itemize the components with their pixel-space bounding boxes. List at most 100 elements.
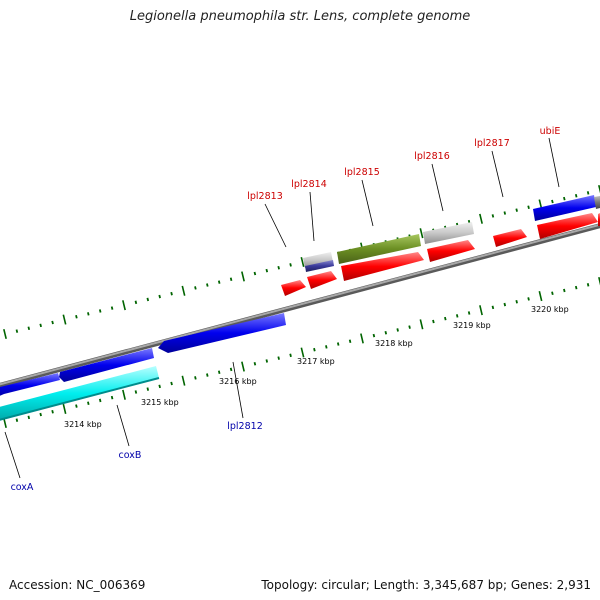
genome-backbone-highlight xyxy=(0,223,600,386)
minor-tick xyxy=(574,193,578,198)
major-tick xyxy=(419,228,424,239)
scale-label: 3215 kbp xyxy=(141,398,179,407)
gene-arrow-forward[interactable] xyxy=(341,252,424,281)
gene-label[interactable]: lpl2812 xyxy=(227,421,263,432)
minor-tick xyxy=(194,376,197,380)
gene-label[interactable]: lpl2816 xyxy=(414,151,450,162)
minor-tick xyxy=(491,305,495,310)
minor-tick xyxy=(444,316,447,321)
accession-text: Accession: NC_006369 xyxy=(9,578,146,592)
gene-feature-dark[interactable] xyxy=(594,196,600,209)
minor-tick xyxy=(265,268,269,273)
gene-feature-grey[interactable] xyxy=(303,252,333,268)
minor-tick xyxy=(98,309,102,313)
label-connector xyxy=(491,150,504,198)
minor-tick xyxy=(515,208,518,212)
minor-tick xyxy=(313,347,316,352)
major-tick xyxy=(241,361,245,372)
minor-tick xyxy=(15,329,19,333)
minor-tick xyxy=(217,280,221,284)
genome-summary-text: Topology: circular; Length: 3,345,687 bp… xyxy=(261,578,591,592)
scale-label: 3218 kbp xyxy=(375,339,413,348)
major-tick xyxy=(360,333,364,344)
minor-tick xyxy=(455,314,459,318)
major-tick xyxy=(479,213,483,224)
minor-tick xyxy=(277,265,280,270)
minor-tick xyxy=(75,314,78,319)
major-tick xyxy=(598,276,600,286)
gene-feature-olive[interactable] xyxy=(337,234,421,264)
minor-tick xyxy=(551,199,554,204)
gene-feature-grey[interactable] xyxy=(423,222,474,244)
minor-tick xyxy=(432,319,435,324)
minor-tick xyxy=(253,271,257,276)
major-tick xyxy=(598,184,600,194)
major-tick xyxy=(3,417,7,429)
gene-arrow-reverse[interactable] xyxy=(0,373,60,398)
minor-tick xyxy=(134,300,138,305)
major-tick xyxy=(300,347,305,358)
gene-label[interactable]: lpl2815 xyxy=(344,167,380,178)
minor-tick xyxy=(51,320,54,325)
gene-arrow-reverse[interactable] xyxy=(59,348,154,382)
scale-label: 3220 kbp xyxy=(531,305,569,314)
gene-feature-navy[interactable] xyxy=(305,260,334,272)
gene-arrow-cyan[interactable] xyxy=(0,366,159,421)
scale-label: 3219 kbp xyxy=(453,321,491,330)
minor-tick xyxy=(194,286,197,290)
minor-tick xyxy=(574,285,578,290)
major-tick xyxy=(419,319,424,330)
gene-arrow-forward[interactable] xyxy=(307,271,337,289)
major-tick xyxy=(181,375,186,386)
minor-tick xyxy=(39,412,42,417)
minor-tick xyxy=(87,401,90,406)
minor-tick xyxy=(229,277,233,282)
label-connector xyxy=(309,191,315,242)
gene-label[interactable]: lpl2813 xyxy=(247,191,283,202)
scale-label: 3217 kbp xyxy=(297,357,335,366)
label-connector xyxy=(264,203,287,248)
minor-tick xyxy=(586,283,590,287)
minor-tick xyxy=(170,291,173,296)
gene-arrow-forward[interactable] xyxy=(493,229,527,247)
scale-label: 3216 kbp xyxy=(219,377,257,386)
gene-label[interactable]: lpl2814 xyxy=(291,179,327,190)
gene-arrow-forward[interactable] xyxy=(537,213,598,239)
major-tick xyxy=(538,291,543,302)
major-tick xyxy=(3,328,7,340)
minor-tick xyxy=(586,191,590,195)
minor-tick xyxy=(98,398,102,403)
minor-tick xyxy=(265,359,269,363)
minor-tick xyxy=(289,353,292,358)
minor-tick xyxy=(206,373,209,377)
major-tick xyxy=(62,314,67,325)
minor-tick xyxy=(27,415,31,420)
major-tick xyxy=(122,300,126,311)
gene-cyan-edge xyxy=(0,377,160,421)
gene-arrow-forward[interactable] xyxy=(281,280,306,296)
gene-arrow-reverse[interactable] xyxy=(158,313,286,353)
minor-tick xyxy=(372,333,376,338)
minor-tick xyxy=(217,370,221,375)
gene-label[interactable]: lpl2817 xyxy=(474,138,510,149)
minor-tick xyxy=(110,395,114,400)
minor-tick xyxy=(277,356,280,360)
gene-arrow-ubie[interactable] xyxy=(533,195,596,221)
gene-label[interactable]: ubiE xyxy=(540,126,561,137)
map-title: Legionella pneumophila str. Lens, comple… xyxy=(129,9,471,24)
minor-tick xyxy=(384,330,388,335)
major-tick xyxy=(241,271,245,282)
lower-tick-row xyxy=(3,276,600,429)
minor-tick xyxy=(336,342,340,346)
minor-tick xyxy=(527,297,530,301)
minor-tick xyxy=(158,384,161,389)
minor-tick xyxy=(491,214,495,218)
gene-arrow-forward[interactable] xyxy=(427,240,475,262)
minor-tick xyxy=(134,390,138,394)
minor-tick xyxy=(527,205,530,210)
minor-tick xyxy=(27,326,31,331)
gene-label[interactable]: coxB xyxy=(119,450,142,461)
minor-tick xyxy=(503,302,507,307)
gene-label[interactable]: coxA xyxy=(11,482,34,493)
